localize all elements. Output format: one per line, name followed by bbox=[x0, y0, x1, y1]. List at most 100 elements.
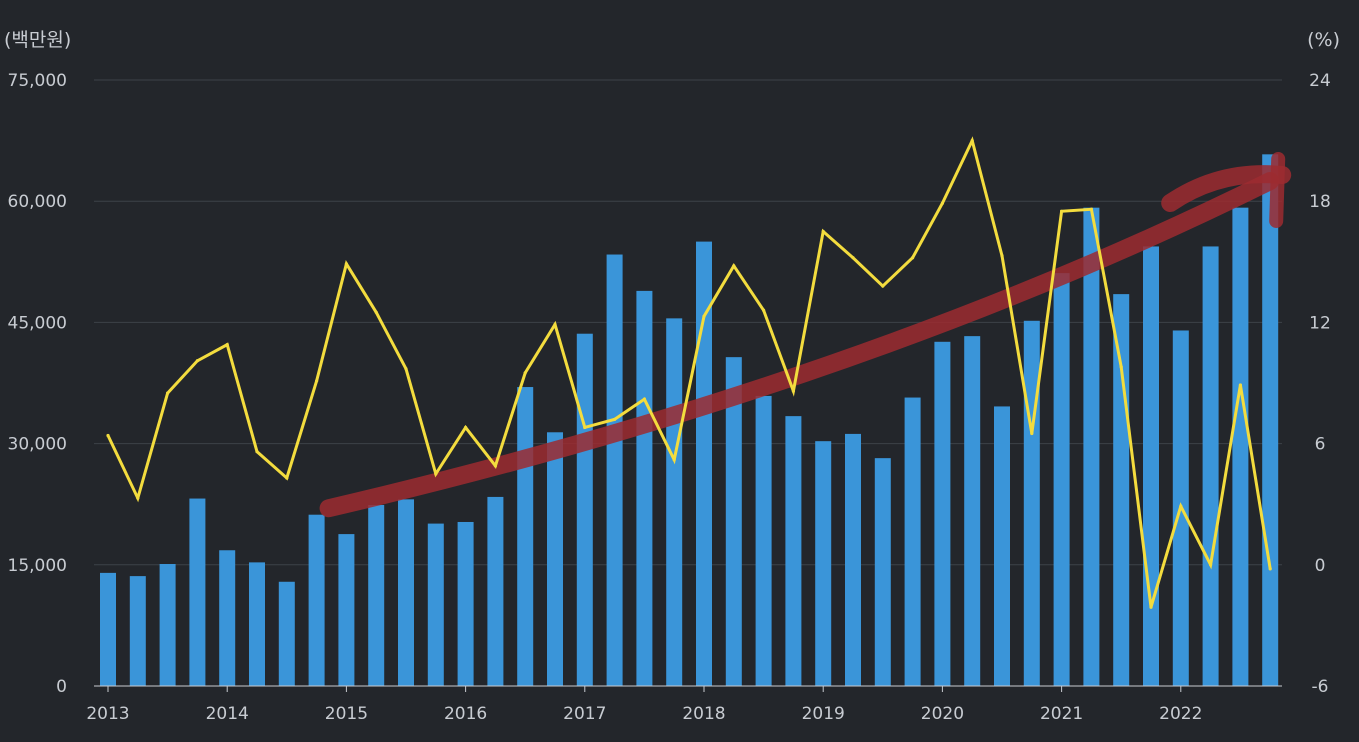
line-point bbox=[1060, 209, 1064, 213]
bar bbox=[1023, 320, 1040, 686]
line-point bbox=[315, 379, 319, 383]
bar-series bbox=[100, 154, 1279, 686]
line-point bbox=[732, 264, 736, 268]
bar bbox=[159, 563, 176, 686]
line-point bbox=[1119, 365, 1123, 369]
line-point bbox=[672, 458, 676, 462]
x-tick-label: 2021 bbox=[1040, 704, 1083, 724]
trend-arrow-shaft bbox=[319, 172, 1280, 518]
line-point bbox=[583, 425, 587, 430]
right-axis-unit: (%) bbox=[1307, 29, 1340, 51]
right-y-tick-label: 6 bbox=[1315, 435, 1326, 455]
x-axis: 2013 2014 2015 2016 2017 2018 2019 2020 2021 2022 bbox=[86, 685, 1282, 724]
bar bbox=[874, 458, 891, 686]
line-point bbox=[1268, 567, 1272, 571]
x-tick-label: 2019 bbox=[802, 704, 845, 724]
bar bbox=[487, 496, 504, 686]
line-point bbox=[642, 397, 647, 401]
line-point bbox=[195, 359, 199, 363]
x-tick-label: 2013 bbox=[86, 704, 129, 724]
bar bbox=[189, 498, 206, 686]
left-axis-unit: (백만원) bbox=[4, 29, 71, 51]
left-y-tick-label: 30,000 bbox=[8, 435, 67, 455]
bar bbox=[427, 523, 444, 686]
line-point bbox=[344, 262, 348, 266]
line-point bbox=[374, 310, 378, 314]
line-point bbox=[225, 343, 229, 347]
trend-arrow-head bbox=[1161, 165, 1292, 212]
bar bbox=[368, 505, 385, 686]
bar bbox=[1053, 273, 1070, 686]
x-tick-label: 2016 bbox=[444, 704, 487, 724]
line-point bbox=[1238, 383, 1242, 387]
right-y-tick-label: 18 bbox=[1309, 192, 1331, 212]
x-tick-label: 2018 bbox=[682, 704, 725, 724]
left-y-tick-label: 60,000 bbox=[8, 192, 67, 212]
bar bbox=[845, 433, 861, 686]
bar bbox=[278, 581, 295, 686]
bar bbox=[457, 521, 474, 686]
bar bbox=[100, 572, 116, 686]
bar bbox=[398, 499, 414, 686]
bar bbox=[785, 416, 802, 686]
line-point bbox=[493, 464, 497, 468]
bar bbox=[129, 576, 146, 686]
line-point bbox=[970, 139, 974, 143]
line-point bbox=[1030, 431, 1034, 436]
x-tick-label: 2017 bbox=[563, 704, 606, 724]
bar bbox=[308, 514, 325, 686]
line-point bbox=[434, 472, 438, 476]
line-point bbox=[464, 425, 468, 430]
left-y-tick-label: 75,000 bbox=[8, 71, 67, 91]
bar bbox=[994, 406, 1010, 686]
line-point bbox=[1209, 563, 1213, 567]
bar bbox=[338, 534, 355, 686]
line-point bbox=[851, 256, 855, 260]
line-point bbox=[762, 308, 766, 312]
bar bbox=[1113, 294, 1130, 686]
left-y-ticks: 75,000 60,000 45,000 30,000 15,000 0 bbox=[8, 71, 67, 697]
right-y-tick-label: 24 bbox=[1309, 71, 1331, 91]
line-series bbox=[106, 136, 1272, 609]
bar bbox=[547, 432, 563, 686]
bar bbox=[576, 333, 593, 686]
line-point bbox=[1149, 605, 1153, 609]
line-point bbox=[106, 433, 110, 438]
line-point bbox=[166, 391, 170, 395]
bar bbox=[964, 336, 981, 686]
left-y-tick-label: 45,000 bbox=[8, 313, 67, 333]
x-tick-label: 2022 bbox=[1159, 704, 1202, 724]
line-point bbox=[1089, 207, 1093, 211]
line-point bbox=[1000, 254, 1004, 258]
right-y-tick-label: -6 bbox=[1312, 677, 1329, 697]
line-point bbox=[285, 476, 289, 480]
line-point bbox=[404, 367, 408, 371]
x-tick-label: 2020 bbox=[921, 704, 964, 724]
left-y-tick-label: 0 bbox=[56, 677, 67, 697]
line-point bbox=[136, 496, 140, 500]
bar bbox=[606, 254, 623, 686]
right-y-ticks: 24 18 12 6 0 -6 bbox=[1309, 71, 1331, 697]
bar bbox=[904, 397, 921, 686]
line-point bbox=[702, 314, 706, 318]
bar bbox=[1143, 246, 1159, 686]
x-tick-label: 2015 bbox=[325, 704, 368, 724]
trend-annotation bbox=[319, 152, 1292, 518]
gridlines bbox=[94, 79, 1282, 566]
line-point bbox=[821, 229, 825, 234]
bar bbox=[815, 441, 832, 686]
line-point bbox=[255, 450, 259, 454]
bar bbox=[517, 387, 534, 686]
right-y-tick-label: 0 bbox=[1315, 556, 1326, 576]
left-y-tick-label: 15,000 bbox=[8, 556, 67, 576]
bar bbox=[666, 318, 683, 686]
bar bbox=[1232, 207, 1249, 686]
yoy-line bbox=[106, 136, 1272, 608]
bar bbox=[755, 395, 772, 686]
line-point bbox=[613, 417, 617, 421]
bar bbox=[1083, 207, 1100, 686]
bar bbox=[696, 241, 712, 686]
line-point bbox=[881, 284, 885, 288]
bar bbox=[934, 341, 951, 686]
